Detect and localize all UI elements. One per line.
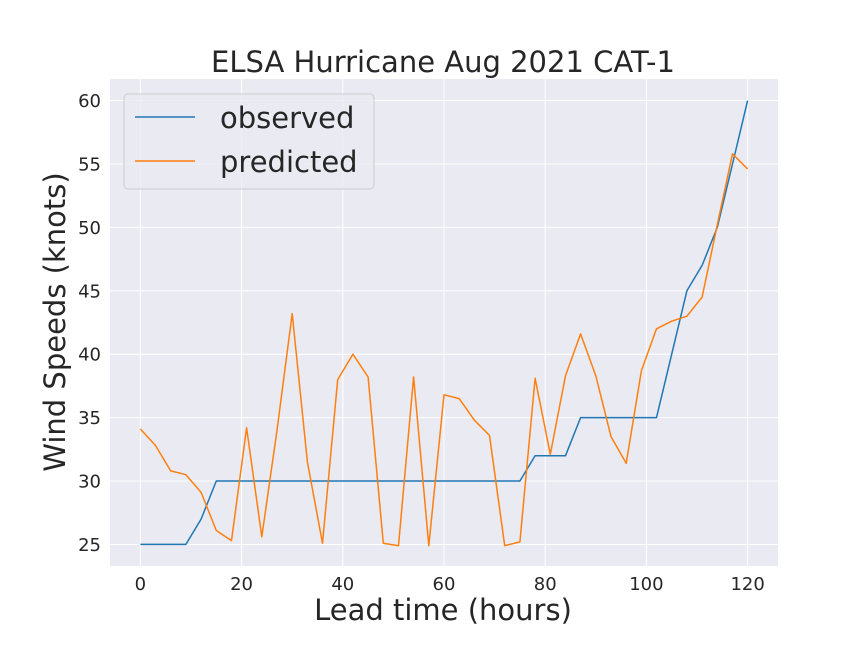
y-axis-label: Wind Speeds (knots) xyxy=(38,172,72,471)
x-tick-label: 40 xyxy=(331,574,354,595)
series-line-observed xyxy=(140,100,749,546)
legend-label-predicted: predicted xyxy=(220,145,358,179)
y-tick-label: 25 xyxy=(78,535,101,556)
y-tick-label: 55 xyxy=(78,154,101,175)
legend: observed predicted xyxy=(123,93,375,190)
y-axis-ticks: 25 30 35 40 45 50 55 60 xyxy=(78,91,101,556)
x-axis-label: Lead time (hours) xyxy=(314,593,572,627)
x-tick-label: 60 xyxy=(433,574,456,595)
x-tick-label: 0 xyxy=(135,574,146,595)
x-tick-label: 100 xyxy=(629,574,663,595)
legend-label-observed: observed xyxy=(220,101,354,135)
chart-title: ELSA Hurricane Aug 2021 CAT-1 xyxy=(211,45,675,79)
series-line-predicted xyxy=(139,153,749,547)
y-tick-label: 60 xyxy=(78,91,101,112)
x-tick-label: 20 xyxy=(230,574,253,595)
series-lines xyxy=(139,100,749,547)
y-tick-label: 45 xyxy=(78,281,101,302)
y-tick-label: 40 xyxy=(78,345,101,366)
x-tick-label: 120 xyxy=(730,574,764,595)
x-axis-ticks: 0 20 40 60 80 100 120 xyxy=(135,574,765,595)
y-tick-label: 35 xyxy=(78,408,101,429)
x-tick-label: 80 xyxy=(534,574,557,595)
y-tick-label: 30 xyxy=(78,472,101,493)
y-tick-label: 50 xyxy=(78,218,101,239)
